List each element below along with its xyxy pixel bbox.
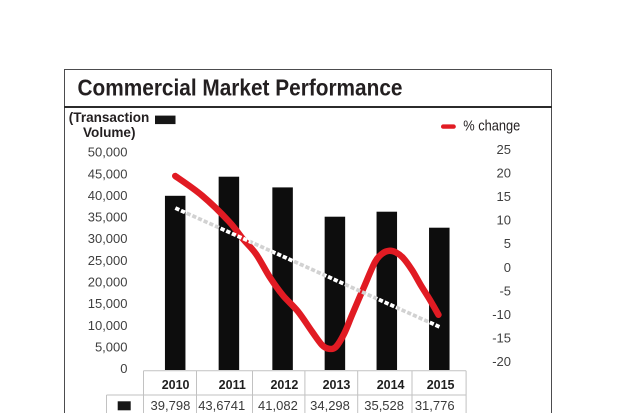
svg-text:31,776: 31,776 (415, 398, 455, 413)
svg-text:15: 15 (497, 189, 511, 204)
svg-text:2014: 2014 (377, 378, 405, 392)
svg-text:40,000: 40,000 (88, 188, 128, 203)
svg-text:-15: -15 (492, 330, 511, 345)
svg-text:10,000: 10,000 (88, 318, 128, 333)
svg-text:2011: 2011 (219, 378, 246, 392)
svg-text:-5: -5 (499, 283, 511, 298)
svg-text:5: 5 (504, 236, 511, 251)
svg-text:39,798: 39,798 (151, 398, 191, 413)
svg-text:30,000: 30,000 (88, 231, 128, 246)
svg-text:0: 0 (120, 361, 127, 376)
svg-text:15,000: 15,000 (88, 296, 128, 311)
svg-text:20,000: 20,000 (88, 275, 128, 290)
svg-text:45,000: 45,000 (88, 166, 128, 181)
svg-text:34,298: 34,298 (310, 398, 350, 413)
svg-text:Volume): Volume) (83, 125, 136, 140)
svg-text:25: 25 (497, 142, 511, 157)
svg-text:20: 20 (497, 166, 511, 181)
svg-text:50,000: 50,000 (88, 145, 128, 160)
svg-text:-10: -10 (492, 307, 511, 322)
svg-text:2013: 2013 (323, 378, 351, 392)
svg-text:2010: 2010 (162, 378, 190, 392)
svg-text:% change: % change (463, 117, 520, 134)
svg-text:-20: -20 (492, 354, 511, 369)
svg-text:35,528: 35,528 (364, 398, 404, 413)
svg-text:0: 0 (504, 260, 511, 275)
svg-text:5,000: 5,000 (95, 340, 128, 355)
svg-text:10: 10 (497, 213, 511, 228)
svg-text:41,082: 41,082 (258, 398, 298, 413)
svg-text:35,000: 35,000 (88, 210, 128, 225)
svg-text:2015: 2015 (427, 378, 455, 392)
svg-text:43,6741: 43,6741 (198, 398, 245, 413)
svg-text:(Transaction: (Transaction (69, 110, 150, 125)
svg-text:25,000: 25,000 (88, 253, 128, 268)
svg-text:2012: 2012 (270, 378, 298, 392)
svg-text:Commercial Market Performance: Commercial Market Performance (78, 75, 403, 101)
